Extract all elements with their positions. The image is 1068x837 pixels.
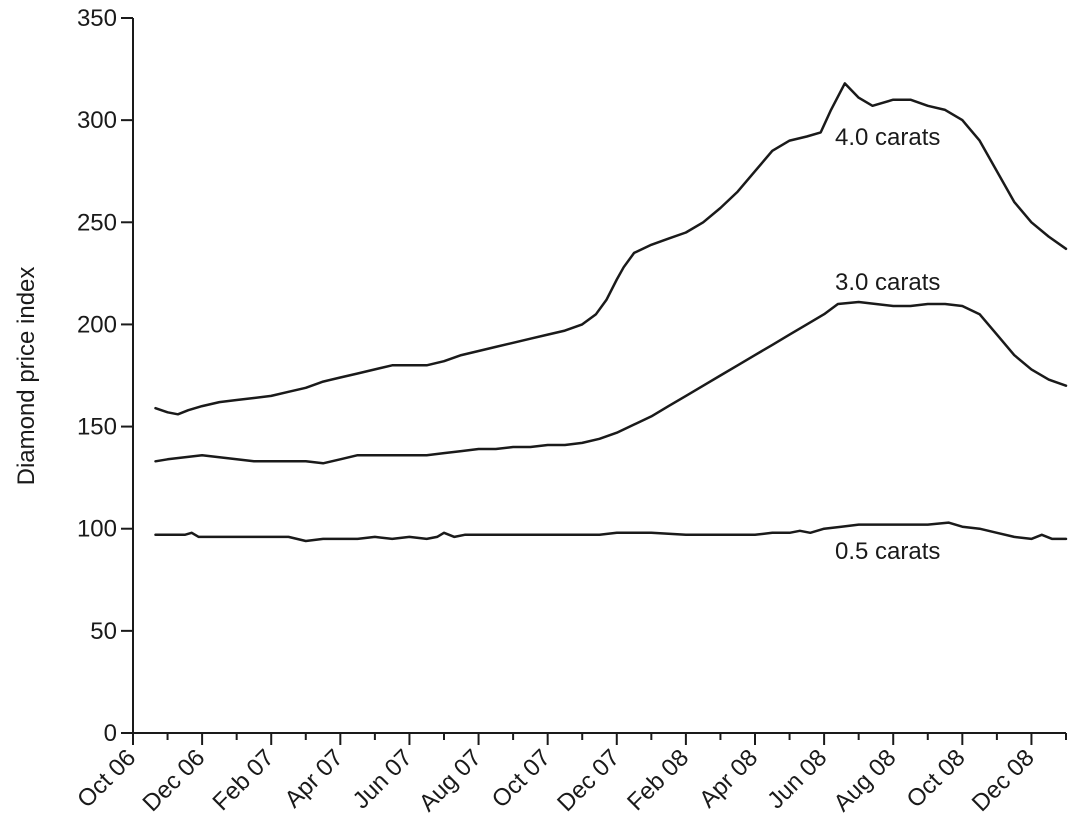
- series-line: [154, 300, 1068, 465]
- x-tick-label: Oct 07: [487, 744, 556, 813]
- series-label: 0.5 carats: [835, 538, 940, 565]
- y-tick-label: 0: [104, 720, 117, 747]
- series-line: [154, 521, 1068, 543]
- y-tick-label: 50: [90, 618, 117, 645]
- x-tick-label: Jun 08: [762, 744, 832, 814]
- series-label: 3.0 carats: [835, 269, 940, 296]
- x-tick-label: Oct 08: [901, 744, 970, 813]
- x-tick-label: Dec 08: [967, 744, 1040, 817]
- y-ticks: 0 50 100 150 200 250 300 350: [77, 5, 133, 747]
- y-tick-label: 150: [77, 414, 117, 441]
- series-label: 4.0 carats: [835, 124, 940, 151]
- x-tick-label: Oct 06: [72, 744, 141, 813]
- y-tick-label: 350: [77, 5, 117, 32]
- y-tick-label: 100: [77, 516, 117, 543]
- x-tick-label: Aug 08: [829, 744, 902, 817]
- x-tick-label: Aug 07: [414, 744, 487, 817]
- x-tick-label: Jun 07: [348, 744, 418, 814]
- y-tick-label: 250: [77, 209, 117, 236]
- axes-layer: [132, 18, 1066, 734]
- y-tick-label: 200: [77, 311, 117, 338]
- y-tick-label: 300: [77, 107, 117, 134]
- series-line: [154, 82, 1068, 416]
- x-tick-label: Dec 06: [137, 744, 210, 817]
- series-layer: 4.0 carats 3.0 carats 0.5 carats: [154, 82, 1068, 565]
- x-tick-label: Feb 07: [208, 744, 280, 816]
- x-tick-label: Dec 07: [552, 744, 625, 817]
- x-tick-label: Apr 08: [694, 744, 763, 813]
- x-tick-label: Feb 08: [622, 744, 694, 816]
- y-axis-title: Diamond price index: [13, 267, 40, 486]
- x-tick-label: Apr 07: [279, 744, 348, 813]
